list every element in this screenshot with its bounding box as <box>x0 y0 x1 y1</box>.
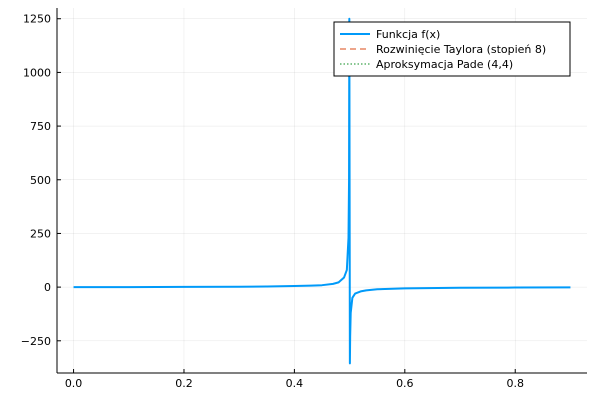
y-tick-label: 0 <box>44 281 51 294</box>
legend-label-1: Rozwinięcie Taylora (stopień 8) <box>376 43 546 56</box>
axes <box>56 8 587 374</box>
legend-box <box>333 21 571 77</box>
tick-labels: 0.0 0.2 0.4 0.6 0.8 −250 0 250 500 750 1000 1250 <box>21 13 524 390</box>
x-tick-label: 0.6 <box>396 377 414 390</box>
y-tick-label: 750 <box>30 120 51 133</box>
y-tick-label: 250 <box>30 227 51 240</box>
y-tick-label: 1000 <box>23 66 51 79</box>
legend-label-2: Aproksymacja Pade (4,4) <box>376 58 513 71</box>
x-tick-label: 0.0 <box>65 377 83 390</box>
x-tick-label: 0.8 <box>506 377 524 390</box>
y-tick-label: 500 <box>30 174 51 187</box>
legend: Funkcja f(x) Rozwinięcie Taylora (stopień… <box>333 21 571 77</box>
x-tick-label: 0.2 <box>175 377 193 390</box>
series-lines <box>73 17 571 365</box>
series-line-0 <box>73 17 571 365</box>
y-tick-label: 1250 <box>23 13 51 26</box>
legend-label-0: Funkcja f(x) <box>376 28 440 41</box>
x-tick-label: 0.4 <box>286 377 304 390</box>
y-tick-label: −250 <box>21 335 51 348</box>
